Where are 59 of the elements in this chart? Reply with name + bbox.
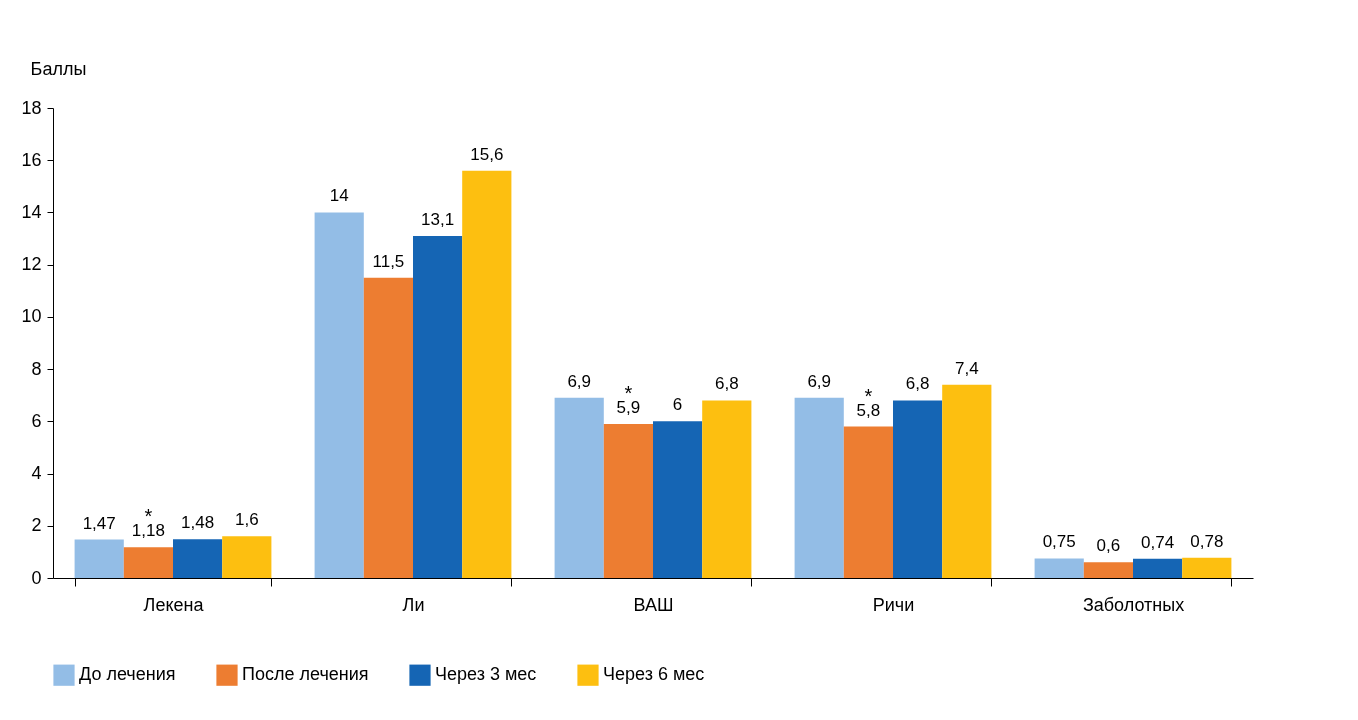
bar bbox=[702, 400, 752, 578]
data-label: 1,48 bbox=[181, 513, 215, 533]
y-tick-label: 10 bbox=[21, 306, 42, 327]
data-label: 14 bbox=[329, 186, 349, 206]
data-label: 5,8 bbox=[856, 400, 881, 420]
data-label: 6,8 bbox=[905, 374, 930, 394]
y-tick-label: 16 bbox=[21, 149, 42, 170]
data-label: 11,5 bbox=[372, 251, 405, 271]
data-label: 7,4 bbox=[954, 358, 979, 378]
data-label: 6,9 bbox=[567, 371, 592, 391]
y-tick-label: 8 bbox=[31, 358, 42, 379]
bar bbox=[794, 397, 844, 578]
data-label: 1,47 bbox=[82, 513, 116, 533]
data-label: 0,6 bbox=[1096, 536, 1121, 556]
bar bbox=[363, 277, 413, 578]
data-label: 1,6 bbox=[234, 510, 259, 530]
legend-label: Через 6 мес bbox=[603, 664, 705, 685]
data-label: 6,9 bbox=[807, 371, 832, 391]
legend-label: До лечения bbox=[79, 664, 176, 685]
bar bbox=[173, 539, 223, 578]
data-label: 6,8 bbox=[714, 374, 739, 394]
data-label: 0,78 bbox=[1190, 531, 1224, 551]
data-label: 0,75 bbox=[1042, 532, 1076, 552]
y-tick-label: 0 bbox=[31, 567, 42, 588]
bar bbox=[1083, 562, 1133, 578]
x-tick-label: Ли bbox=[402, 594, 425, 615]
bar bbox=[554, 397, 604, 578]
bar bbox=[123, 547, 173, 578]
y-tick-label: 4 bbox=[31, 463, 42, 484]
legend-label: Через 3 мес bbox=[435, 664, 537, 685]
y-axis-title: Баллы bbox=[30, 58, 87, 79]
data-label: 13,1 bbox=[421, 209, 455, 229]
legend-label: После лечения bbox=[242, 664, 369, 685]
x-tick-label: Лекена bbox=[143, 594, 205, 615]
bar bbox=[413, 235, 463, 578]
data-label: 15,6 bbox=[470, 144, 504, 164]
x-tick-label: Ричи bbox=[872, 594, 915, 615]
x-tick-label: ВАШ bbox=[633, 594, 674, 615]
data-label: 6 bbox=[672, 395, 683, 415]
bar bbox=[653, 421, 703, 578]
y-tick-label: 14 bbox=[21, 201, 42, 222]
bar bbox=[603, 423, 653, 578]
y-tick-label: 6 bbox=[31, 410, 42, 431]
bar bbox=[1034, 558, 1084, 578]
bar bbox=[462, 170, 512, 578]
bar bbox=[893, 400, 943, 578]
data-label: 5,9 bbox=[616, 397, 641, 417]
bar bbox=[74, 539, 124, 578]
bar bbox=[942, 384, 992, 578]
bar bbox=[1182, 557, 1232, 578]
y-tick-label: 18 bbox=[21, 97, 42, 118]
data-label: 0,74 bbox=[1141, 532, 1175, 552]
bar bbox=[1133, 558, 1183, 578]
bar bbox=[314, 212, 364, 578]
y-tick-label: 2 bbox=[31, 515, 42, 536]
bar bbox=[222, 536, 272, 578]
bar bbox=[843, 426, 893, 578]
y-tick-label: 12 bbox=[21, 254, 42, 275]
x-tick-label: Заболотных bbox=[1082, 594, 1185, 615]
